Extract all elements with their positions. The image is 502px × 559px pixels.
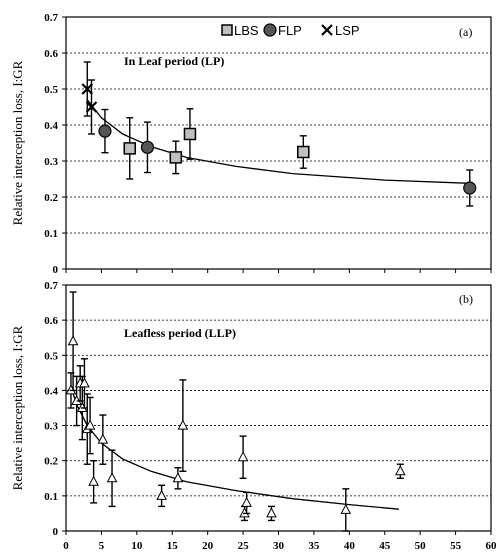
panel-a-fit-curve xyxy=(86,99,470,184)
panel-b-y-tick-label: 0.7 xyxy=(44,280,58,292)
panel-b-x-tick-label: 35 xyxy=(308,540,320,552)
panel-b-point-triangle xyxy=(172,472,184,483)
panel-b-point-triangle xyxy=(239,507,250,518)
panel-b-x-tick-label: 25 xyxy=(238,540,250,552)
legend-lbs-label: LBS xyxy=(234,23,259,38)
panel-b-point-triangle xyxy=(65,384,77,395)
panel-a-point-flp xyxy=(463,181,477,195)
panel-a-y-tick-label: 0 xyxy=(53,264,59,276)
panel-b-point-triangle xyxy=(71,394,82,405)
panel-a-fit-line xyxy=(86,99,470,184)
panel-b-x-ticks: 0 5 10 15 20 25 30 35 40 45 50 55 60 xyxy=(63,531,497,552)
panel-a-points xyxy=(81,61,477,207)
panel-b-label: (b) xyxy=(459,292,473,306)
panel-b-point-triangle xyxy=(177,419,189,430)
legend-flp-label: FLP xyxy=(278,23,302,38)
panel-b-grid xyxy=(66,319,491,497)
panel-a: 0 0.1 0.2 0.3 0.4 0.5 0.6 0.7 Relative intercep… xyxy=(10,12,492,276)
panel-b-fit-line xyxy=(70,386,399,510)
panel-b-frame xyxy=(65,284,492,532)
panel-b: 0 0.1 0.2 0.3 0.4 0.5 0.6 0.7 0 5 10 15 20 25 30 35 40 4… xyxy=(10,280,497,552)
panel-a-point-lbs xyxy=(123,142,136,155)
legend-lbs-square-marker xyxy=(221,24,233,36)
panel-b-point-triangle xyxy=(79,377,90,388)
panel-b-x-tick-label: 40 xyxy=(344,540,356,552)
panel-b-point-triangle xyxy=(395,465,406,476)
panel-b-y-tick-label: 0.6 xyxy=(44,315,58,327)
panel-b-point-triangle xyxy=(84,419,96,430)
panel-b-x-tick-label: 5 xyxy=(99,540,105,552)
panel-a-label: (a) xyxy=(459,25,472,39)
panel-a-annotation: In Leaf period (LP) xyxy=(124,54,224,68)
panel-a-point-lsp xyxy=(81,83,94,95)
panel-a-grid xyxy=(66,52,491,234)
panel-b-x-tick-label: 20 xyxy=(202,540,214,552)
panel-b-y-tick-label: 0.3 xyxy=(44,421,58,433)
panel-b-point-triangle xyxy=(266,507,277,518)
panel-a-point-lsp xyxy=(85,101,98,113)
panel-b-x-tick-label: 0 xyxy=(63,540,69,552)
panel-b-x-tick-label: 45 xyxy=(379,540,391,552)
panel-a-y-tick-label: 0.2 xyxy=(44,192,58,204)
panel-b-x-tick-label: 10 xyxy=(131,540,143,552)
panel-b-point-triangle xyxy=(237,451,249,462)
panel-b-point-triangle xyxy=(97,433,109,444)
panel-b-point-triangle xyxy=(67,335,79,346)
panel-b-y-tick-label: 0.1 xyxy=(44,491,58,503)
panel-a-point-lbs xyxy=(183,127,197,141)
panel-a-y-axis-label: Relative interception loss, I:GR xyxy=(10,60,25,225)
panel-a-y-tick-label: 0.1 xyxy=(44,228,58,240)
panel-b-y-tick-label: 0.5 xyxy=(44,350,58,362)
panel-a-y-tick-label: 0.3 xyxy=(44,156,58,168)
panel-a-y-tick-label: 0.7 xyxy=(44,12,58,24)
legend-lsp-label: LSP xyxy=(335,23,360,38)
panel-b-fit-curve xyxy=(70,386,399,510)
panel-b-y-axis-label: Relative interception loss, I:GR xyxy=(10,325,25,490)
panel-b-y-tick-label: 0.2 xyxy=(44,456,58,468)
panel-b-x-tick-label: 50 xyxy=(415,540,427,552)
panel-a-point-lbs xyxy=(169,151,183,164)
panel-b-point-triangle xyxy=(156,489,167,500)
panel-b-point-triangle xyxy=(241,496,252,507)
panel-b-annotation: Leafless period (LLP) xyxy=(124,326,236,340)
panel-a-y-ticks: 0 0.1 0.2 0.3 0.4 0.5 0.6 0.7 xyxy=(44,12,492,276)
panel-b-y-tick-label: 0 xyxy=(53,526,59,538)
panel-a-point-lbs xyxy=(297,145,310,159)
panel-b-y-tick-label: 0.4 xyxy=(44,385,58,397)
panel-b-point-triangle xyxy=(340,503,352,514)
panel-b-point-triangle xyxy=(106,472,118,483)
panel-a-y-tick-label: 0.4 xyxy=(44,120,58,132)
panel-b-y-ticks: 0 0.1 0.2 0.3 0.4 0.5 0.6 0.7 xyxy=(44,280,66,538)
panel-a-y-tick-label: 0.5 xyxy=(44,84,58,96)
panel-b-x-tick-label: 60 xyxy=(486,540,498,552)
panel-a-y-tick-label: 0.6 xyxy=(44,48,58,60)
panel-b-x-tick-label: 15 xyxy=(167,540,179,552)
panel-b-points xyxy=(65,291,406,532)
panel-b-x-tick-label: 30 xyxy=(273,540,285,552)
panel-b-point-triangle xyxy=(88,475,99,486)
panel-a-legend: LBS FLP LSP xyxy=(221,23,360,38)
legend-flp-circle-marker xyxy=(263,23,277,37)
panel-a-point-flp xyxy=(98,124,112,138)
panel-a-point-flp xyxy=(140,140,155,154)
panel-b-x-tick-label: 55 xyxy=(450,540,462,552)
legend-lsp-x-marker xyxy=(321,24,333,36)
